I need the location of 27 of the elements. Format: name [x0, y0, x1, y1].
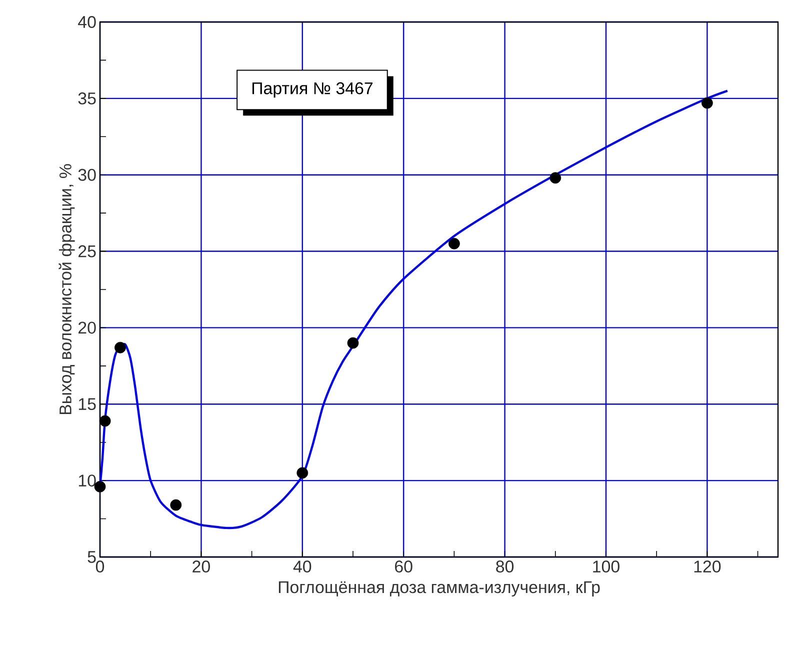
point	[94, 480, 106, 492]
point	[170, 499, 182, 511]
x-tick-label: 120	[694, 560, 721, 573]
point	[99, 415, 111, 427]
x-tick-label: 80	[496, 560, 514, 573]
annotation: Партия № 3467	[252, 82, 373, 98]
y-tick-label: 15	[78, 398, 96, 410]
x-tick-label: 0	[96, 560, 104, 573]
y-tick-label: 30	[78, 168, 96, 181]
y-tick-label: 40	[78, 16, 96, 28]
point	[448, 238, 460, 250]
point	[550, 172, 562, 184]
point	[296, 467, 308, 479]
x-axis-title: Поглощённая доза гамма-излучения, кГр	[278, 581, 600, 597]
y-tick-label: 35	[78, 92, 96, 104]
y-tick-label: 20	[78, 322, 96, 334]
x-tick-label: 60	[395, 560, 412, 573]
point	[347, 337, 359, 349]
point	[114, 342, 126, 354]
x-tick-label: 40	[293, 560, 312, 573]
y-tick-label: 5	[88, 551, 96, 563]
y-tick-label: 10	[78, 474, 96, 487]
point	[701, 97, 713, 109]
y-tick-label: 25	[78, 245, 96, 258]
x-tick-label: 100	[593, 560, 620, 573]
y-axis-title: Выход волокнистой фракции, %	[58, 164, 75, 414]
x-tick-label: 20	[192, 560, 210, 573]
